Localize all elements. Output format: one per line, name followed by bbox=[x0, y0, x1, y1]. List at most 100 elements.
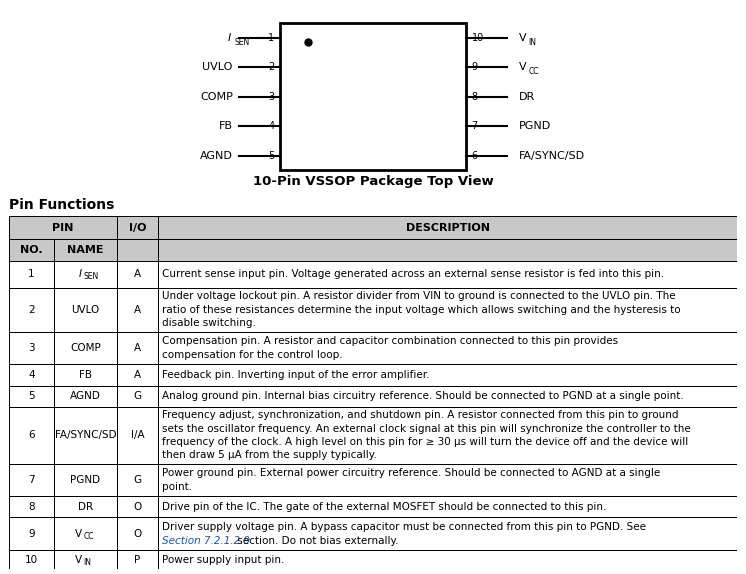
Bar bbox=[158, 386, 737, 407]
Text: 6: 6 bbox=[471, 151, 477, 161]
Text: 10: 10 bbox=[471, 33, 483, 42]
Text: DR: DR bbox=[78, 502, 93, 512]
Text: G: G bbox=[134, 391, 142, 401]
Bar bbox=[54, 364, 116, 386]
Bar bbox=[54, 288, 116, 332]
Text: 3: 3 bbox=[269, 92, 275, 102]
Bar bbox=[54, 239, 116, 261]
Text: SEN: SEN bbox=[84, 273, 98, 281]
Text: 1: 1 bbox=[269, 33, 275, 42]
Text: Feedback pin. Inverting input of the error amplifier.: Feedback pin. Inverting input of the err… bbox=[162, 370, 430, 380]
Bar bbox=[116, 239, 158, 261]
Text: point.: point. bbox=[162, 482, 192, 492]
Text: 10: 10 bbox=[25, 555, 38, 565]
Text: PGND: PGND bbox=[518, 121, 551, 131]
Text: PGND: PGND bbox=[70, 475, 101, 485]
Text: Power ground pin. External power circuitry reference. Should be connected to AGN: Power ground pin. External power circuit… bbox=[162, 468, 660, 478]
Text: Compensation pin. A resistor and capacitor combination connected to this pin pro: Compensation pin. A resistor and capacit… bbox=[162, 336, 618, 346]
Text: FA/SYNC/SD: FA/SYNC/SD bbox=[54, 430, 116, 440]
Text: NO.: NO. bbox=[20, 245, 43, 255]
Bar bbox=[158, 407, 737, 464]
Bar bbox=[158, 239, 737, 261]
Text: disable switching.: disable switching. bbox=[162, 318, 256, 328]
Bar bbox=[54, 518, 116, 550]
Text: 7: 7 bbox=[28, 475, 35, 485]
Text: then draw 5 μA from the supply typically.: then draw 5 μA from the supply typically… bbox=[162, 450, 377, 460]
Text: sets the oscillator frequency. An external clock signal at this pin will synchro: sets the oscillator frequency. An extern… bbox=[162, 424, 691, 433]
Text: SEN: SEN bbox=[235, 38, 250, 46]
Text: I/A: I/A bbox=[131, 430, 144, 440]
Text: frequency of the clock. A high level on this pin for ≥ 30 μs will turn the devic: frequency of the clock. A high level on … bbox=[162, 437, 688, 447]
Bar bbox=[280, 23, 466, 170]
Text: 2: 2 bbox=[28, 305, 35, 315]
Text: IN: IN bbox=[528, 38, 536, 46]
Text: G: G bbox=[134, 475, 142, 485]
Bar bbox=[116, 216, 158, 239]
Bar bbox=[158, 497, 737, 518]
Text: I: I bbox=[228, 33, 231, 42]
Text: V: V bbox=[75, 555, 82, 565]
Text: FB: FB bbox=[219, 121, 233, 131]
Text: Analog ground pin. Internal bias circuitry reference. Should be connected to PGN: Analog ground pin. Internal bias circuit… bbox=[162, 391, 683, 401]
Text: V: V bbox=[75, 529, 82, 539]
Text: A: A bbox=[134, 343, 141, 353]
Text: FB: FB bbox=[79, 370, 92, 380]
Text: DR: DR bbox=[518, 92, 535, 102]
Bar bbox=[158, 550, 737, 569]
Text: section. Do not bias externally.: section. Do not bias externally. bbox=[233, 536, 398, 546]
Bar bbox=[54, 497, 116, 518]
Bar bbox=[158, 464, 737, 497]
Bar bbox=[158, 332, 737, 364]
Bar bbox=[9, 239, 54, 261]
Text: 8: 8 bbox=[28, 502, 35, 512]
Bar bbox=[54, 550, 116, 569]
Bar bbox=[54, 464, 116, 497]
Text: UVLO: UVLO bbox=[72, 305, 99, 315]
Bar bbox=[158, 261, 737, 288]
Text: Section 7.2.1.2.9: Section 7.2.1.2.9 bbox=[162, 536, 250, 546]
Text: CC: CC bbox=[528, 67, 539, 76]
Text: 8: 8 bbox=[471, 92, 477, 102]
Text: 5: 5 bbox=[28, 391, 35, 401]
Bar bbox=[158, 518, 737, 550]
Text: A: A bbox=[134, 370, 141, 380]
Text: Pin Functions: Pin Functions bbox=[9, 199, 114, 212]
Text: 3: 3 bbox=[28, 343, 35, 353]
Text: A: A bbox=[134, 269, 141, 279]
Text: 9: 9 bbox=[28, 529, 35, 539]
Text: ratio of these resistances determine the input voltage which allows switching an: ratio of these resistances determine the… bbox=[162, 305, 680, 315]
Text: 7: 7 bbox=[471, 121, 477, 131]
Bar bbox=[158, 288, 737, 332]
Text: Frequency adjust, synchronization, and shutdown pin. A resistor connected from t: Frequency adjust, synchronization, and s… bbox=[162, 410, 678, 420]
Text: A: A bbox=[134, 305, 141, 315]
Text: P: P bbox=[134, 555, 140, 565]
Text: COMP: COMP bbox=[200, 92, 233, 102]
Bar bbox=[9, 216, 116, 239]
Text: NAME: NAME bbox=[67, 245, 104, 255]
Bar bbox=[54, 407, 116, 464]
Text: Driver supply voltage pin. A bypass capacitor must be connected from this pin to: Driver supply voltage pin. A bypass capa… bbox=[162, 522, 646, 532]
Text: UVLO: UVLO bbox=[202, 62, 233, 72]
Text: O: O bbox=[134, 502, 142, 512]
Text: Drive pin of the IC. The gate of the external MOSFET should be connected to this: Drive pin of the IC. The gate of the ext… bbox=[162, 502, 606, 512]
Bar bbox=[54, 332, 116, 364]
Text: PIN: PIN bbox=[52, 223, 74, 233]
Text: DESCRIPTION: DESCRIPTION bbox=[406, 223, 489, 233]
Text: 6: 6 bbox=[28, 430, 35, 440]
Bar bbox=[158, 364, 737, 386]
Bar bbox=[54, 386, 116, 407]
Text: I: I bbox=[79, 269, 82, 279]
Text: Power supply input pin.: Power supply input pin. bbox=[162, 555, 284, 565]
Text: 4: 4 bbox=[269, 121, 275, 131]
Text: 10-Pin VSSOP Package Top View: 10-Pin VSSOP Package Top View bbox=[253, 174, 493, 188]
Text: AGND: AGND bbox=[200, 151, 233, 161]
Text: 2: 2 bbox=[269, 62, 275, 72]
Bar bbox=[158, 216, 737, 239]
Text: CC: CC bbox=[84, 532, 94, 541]
Text: Current sense input pin. Voltage generated across an external sense resistor is : Current sense input pin. Voltage generat… bbox=[162, 269, 664, 279]
Bar bbox=[54, 261, 116, 288]
Text: 9: 9 bbox=[471, 62, 477, 72]
Text: 4: 4 bbox=[28, 370, 35, 380]
Text: 1: 1 bbox=[28, 269, 35, 279]
Text: AGND: AGND bbox=[70, 391, 101, 401]
